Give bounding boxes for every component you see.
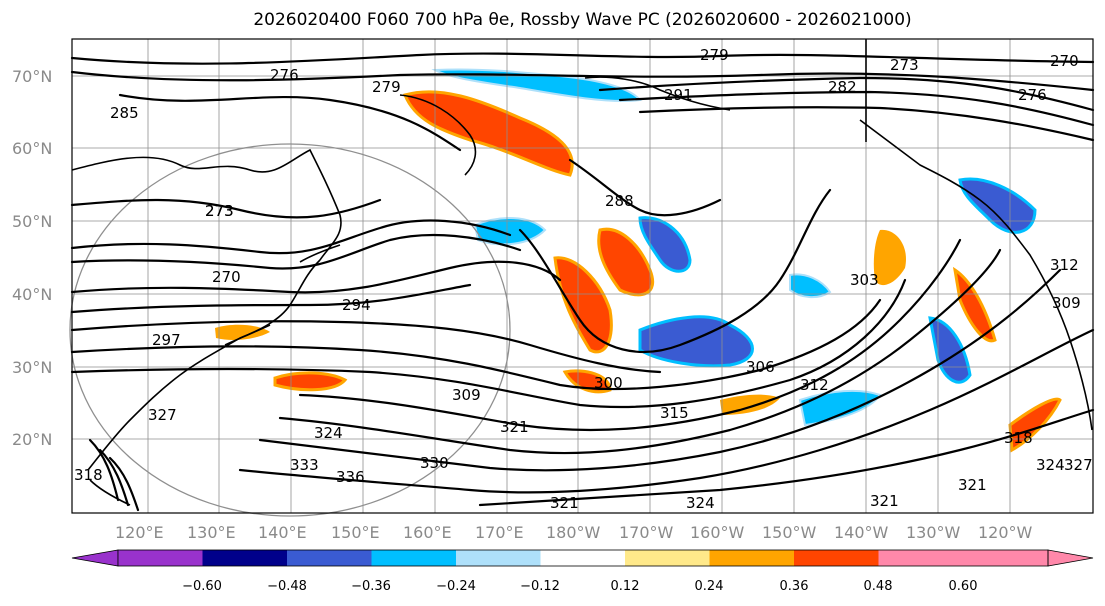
longitude-labels: 120°E 130°E 140°E 150°E 160°E 170°E 180°… [115, 523, 1033, 542]
contour-label: 288 [605, 192, 634, 210]
theta-e-contours [70, 52, 1095, 512]
colorbar-frame [117, 549, 1049, 567]
lon-label: 130°W [906, 523, 961, 542]
colorbar-tick-label: −0.12 [520, 579, 560, 594]
colorbar-tick-label: 0.12 [611, 579, 640, 594]
colorbar-tick-label: −0.60 [182, 579, 222, 594]
contour-label: 324 [686, 494, 715, 512]
lat-label-70n: 70°N [12, 67, 52, 86]
lon-label: 150°W [762, 523, 817, 542]
map-frame [71, 38, 1094, 514]
contour-label: 279 [700, 46, 729, 64]
lat-label-20n: 20°N [12, 430, 52, 449]
colorbar-segment [709, 550, 794, 566]
lon-label: 160°E [403, 523, 452, 542]
contour-label: 309 [1052, 294, 1081, 312]
contour-label: 318 [1004, 429, 1033, 447]
contour-label: 321 [550, 494, 579, 512]
colorbar-tick-label: −0.36 [351, 579, 391, 594]
colorbar-tick-label: −0.24 [436, 579, 476, 594]
contour-label: 285 [110, 104, 139, 122]
colorbar-tick-label: 0.48 [864, 579, 893, 594]
lon-label: 130°E [187, 523, 236, 542]
colorbar-segment [118, 550, 203, 566]
colorbar-tick-label: 0.24 [695, 579, 724, 594]
contour-label: 273 [205, 202, 234, 220]
contour-label: 309 [452, 386, 481, 404]
lon-label: 140°W [834, 523, 889, 542]
lon-label: 120°W [978, 523, 1033, 542]
contour-label: 279 [372, 78, 401, 96]
contour-label: 306 [746, 358, 775, 376]
contour-label: 315 [660, 404, 689, 422]
contour-label: 282 [828, 78, 857, 96]
colorbar-segment [202, 550, 287, 566]
lon-label: 160°W [690, 523, 745, 542]
contour-label: 273 [890, 56, 919, 74]
contour-label: 321 [870, 492, 899, 510]
contour-label: 276 [1018, 86, 1047, 104]
colorbar: −0.60 −0.48 −0.36 −0.24 −0.12 0.12 0.24 … [71, 549, 1094, 594]
lon-label: 120°E [115, 523, 164, 542]
colorbar-segment [287, 550, 372, 566]
map-title: 2026020400 F060 700 hPa θe, Rossby Wave … [253, 10, 912, 30]
contour-label: 294 [342, 296, 371, 314]
colorbar-segment [540, 550, 625, 566]
contour-label: 330 [420, 454, 449, 472]
contour-labels: 279 276 279 273 282 276 270 285 273 291 … [74, 46, 1093, 512]
range-circle [69, 143, 511, 517]
lat-label-50n: 50°N [12, 212, 52, 231]
contour-label: 324 [1036, 456, 1065, 474]
contour-label: 273 [205, 202, 234, 220]
contour-label: 327 [148, 406, 177, 424]
contour-label: 321 [958, 476, 987, 494]
colorbar-tick-label: −0.48 [267, 579, 307, 594]
colorbar-extend-high [1047, 549, 1094, 567]
contour-label: 324 [314, 424, 343, 442]
colorbar-tick-label: 0.36 [780, 579, 809, 594]
colorbar-segment [794, 550, 879, 566]
contour-label: 297 [152, 331, 181, 349]
map-panel: 279 276 279 273 282 276 270 285 273 291 … [69, 38, 1095, 517]
colorbar-segments [71, 549, 1094, 567]
colorbar-segment [456, 550, 541, 566]
latitude-labels: 70°N 60°N 50°N 40°N 30°N 20°N [12, 67, 52, 449]
contour-label: 312 [1050, 256, 1079, 274]
contour-label: 291 [664, 86, 693, 104]
lat-label-30n: 30°N [12, 358, 52, 377]
contour-label: 270 [212, 268, 241, 286]
colorbar-segment [878, 550, 1048, 566]
contour-label: 327 [1064, 456, 1093, 474]
lon-label: 170°E [475, 523, 524, 542]
colorbar-extend-low [71, 549, 119, 567]
contour-label: 336 [336, 468, 365, 486]
colorbar-tick-label: 0.60 [949, 579, 978, 594]
lon-label: 140°E [258, 523, 307, 542]
lon-label: 170°W [619, 523, 674, 542]
contour-label: 312 [800, 376, 829, 394]
lon-label: 180°W [546, 523, 601, 542]
lat-label-40n: 40°N [12, 285, 52, 304]
contour-label: 276 [270, 66, 299, 84]
colorbar-tick-labels: −0.60 −0.48 −0.36 −0.24 −0.12 0.12 0.24 … [182, 579, 977, 594]
contour-label: 300 [594, 374, 623, 392]
contour-label: 321 [500, 418, 529, 436]
contour-label: 270 [1050, 52, 1079, 70]
lon-label: 150°E [331, 523, 380, 542]
contour-label: 318 [74, 466, 103, 484]
colorbar-segment [371, 550, 456, 566]
contour-label: 333 [290, 456, 319, 474]
contour-label: 303 [850, 271, 879, 289]
colorbar-segment [625, 550, 710, 566]
lat-label-60n: 60°N [12, 139, 52, 158]
